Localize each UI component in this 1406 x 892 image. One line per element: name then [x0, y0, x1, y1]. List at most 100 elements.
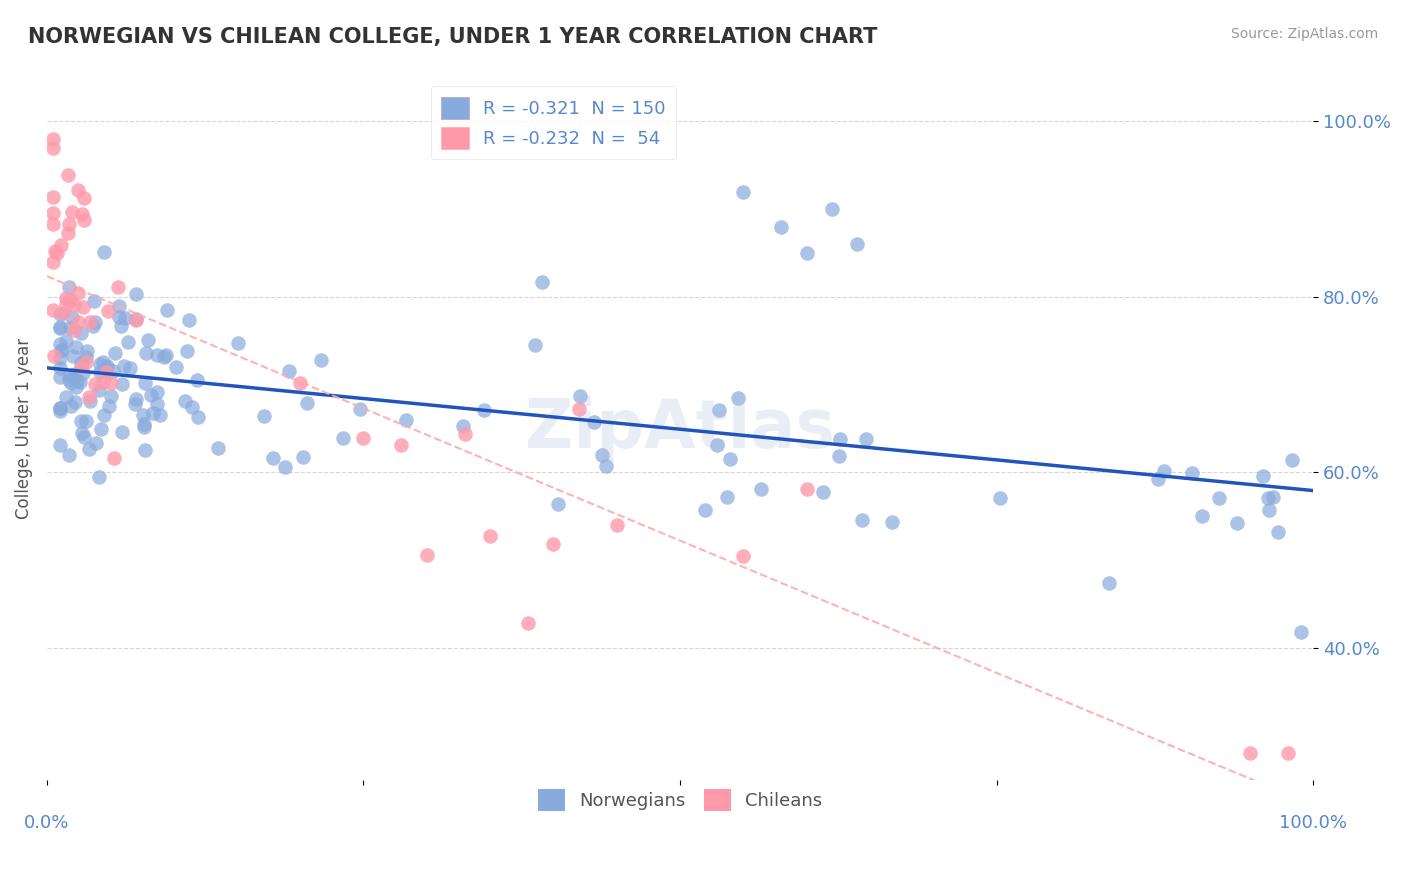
Point — [79, 390, 101, 404]
Point — [107, 280, 129, 294]
Point — [84, 314, 107, 328]
Point — [48, 320, 70, 334]
Point — [48, 437, 70, 451]
Point — [83, 293, 105, 308]
Point — [186, 374, 208, 388]
Point — [1281, 453, 1303, 467]
Point — [295, 396, 318, 410]
Point — [101, 364, 124, 378]
Point — [55, 391, 77, 405]
Point — [100, 389, 122, 403]
Point — [42, 217, 65, 231]
Point — [62, 349, 84, 363]
Point — [48, 351, 70, 365]
Point — [733, 185, 755, 199]
Point — [76, 343, 98, 358]
Text: ZipAtlas: ZipAtlas — [524, 395, 835, 461]
Point — [70, 207, 93, 221]
Point — [707, 402, 730, 417]
Point — [73, 430, 96, 444]
Point — [44, 349, 66, 363]
Point — [125, 313, 148, 327]
Point — [93, 355, 115, 369]
Point — [770, 219, 793, 234]
Point — [273, 459, 295, 474]
Point — [124, 397, 146, 411]
Point — [114, 310, 136, 325]
Legend: Norwegians, Chileans: Norwegians, Chileans — [529, 780, 831, 820]
Point — [1267, 525, 1289, 540]
Point — [93, 409, 115, 423]
Point — [44, 244, 66, 258]
Point — [48, 321, 70, 335]
Point — [52, 306, 75, 320]
Point — [828, 432, 851, 446]
Point — [55, 291, 77, 305]
Point — [153, 350, 176, 364]
Text: 0.0%: 0.0% — [24, 814, 69, 832]
Point — [391, 438, 413, 452]
Point — [58, 217, 80, 231]
Point — [291, 450, 314, 464]
Point — [98, 399, 121, 413]
Point — [72, 367, 94, 381]
Point — [173, 393, 195, 408]
Point — [523, 338, 546, 352]
Point — [582, 415, 605, 429]
Point — [56, 169, 79, 183]
Point — [1257, 503, 1279, 517]
Point — [55, 334, 77, 348]
Point — [58, 368, 80, 383]
Point — [132, 419, 155, 434]
Point — [58, 280, 80, 294]
Point — [262, 451, 284, 466]
Point — [176, 344, 198, 359]
Point — [1226, 516, 1249, 530]
Point — [1239, 747, 1261, 761]
Point — [73, 212, 96, 227]
Point — [695, 502, 717, 516]
Point — [141, 407, 163, 421]
Point — [112, 359, 135, 374]
Point — [136, 333, 159, 347]
Point — [48, 307, 70, 321]
Point — [253, 409, 276, 423]
Point — [96, 359, 118, 373]
Point — [125, 392, 148, 406]
Point — [79, 393, 101, 408]
Point — [42, 255, 65, 269]
Point — [349, 402, 371, 417]
Point — [60, 205, 83, 219]
Point — [42, 206, 65, 220]
Point — [42, 190, 65, 204]
Point — [569, 389, 592, 403]
Point — [180, 400, 202, 414]
Point — [48, 361, 70, 376]
Point — [595, 459, 617, 474]
Point — [134, 345, 156, 359]
Point — [179, 313, 201, 327]
Point — [547, 497, 569, 511]
Point — [517, 615, 540, 630]
Point — [70, 426, 93, 441]
Point — [48, 370, 70, 384]
Point — [66, 315, 89, 329]
Point — [120, 360, 142, 375]
Point — [472, 403, 495, 417]
Point — [108, 299, 131, 313]
Point — [718, 452, 741, 467]
Point — [103, 450, 125, 465]
Point — [530, 275, 553, 289]
Point — [110, 377, 132, 392]
Point — [727, 391, 749, 405]
Point — [87, 383, 110, 397]
Point — [65, 380, 87, 394]
Point — [125, 312, 148, 326]
Point — [97, 304, 120, 318]
Point — [48, 401, 70, 416]
Point — [1289, 625, 1312, 640]
Point — [59, 293, 82, 307]
Point — [146, 348, 169, 362]
Point — [59, 321, 82, 335]
Point — [207, 441, 229, 455]
